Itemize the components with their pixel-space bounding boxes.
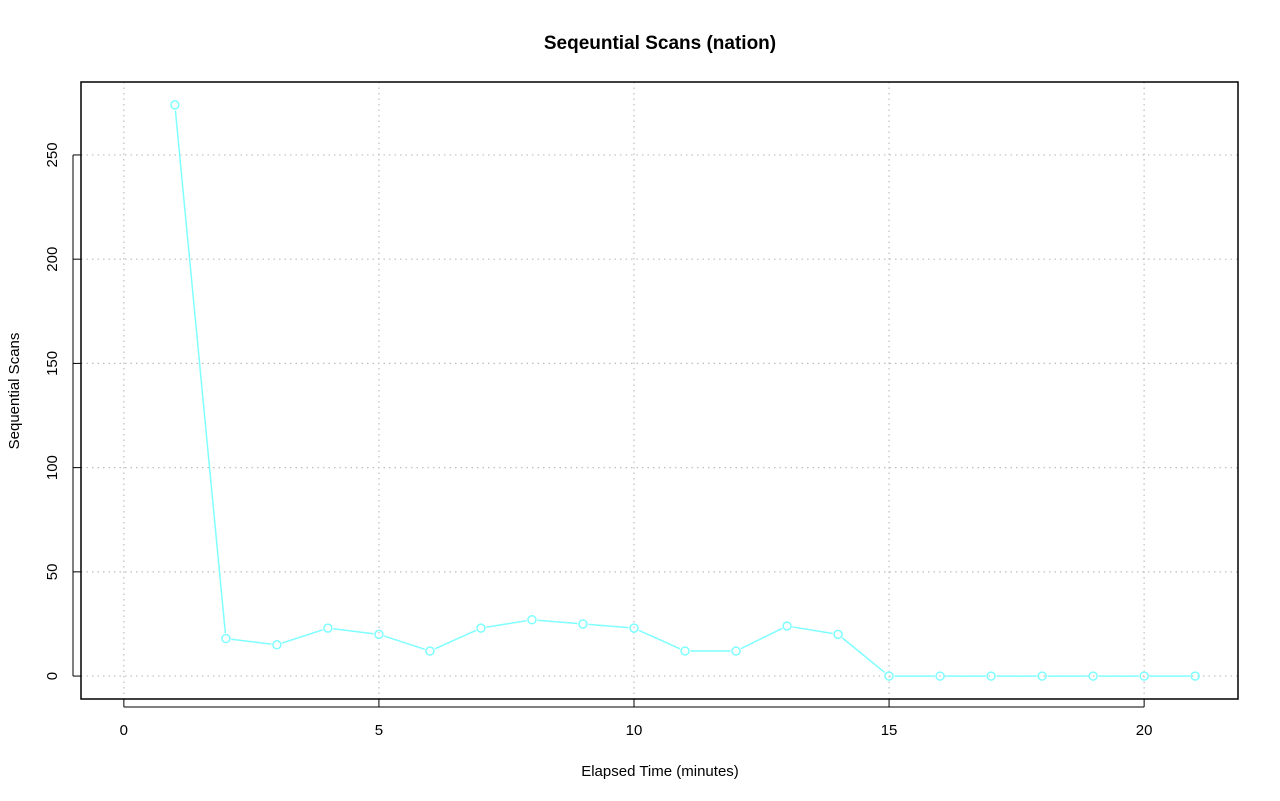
series-line-segment: [174, 110, 227, 634]
plot-frame: [80, 81, 1239, 700]
y-tick-label: 100: [44, 455, 61, 480]
grid-layer: [81, 82, 1238, 699]
series-line-segment: [638, 629, 681, 650]
y-tick-label: 50: [44, 564, 61, 581]
chart-title: Seqeuntial Scans (nation): [544, 33, 776, 54]
data-point: [986, 671, 996, 681]
x-tick-label: 10: [626, 722, 643, 739]
data-point: [629, 623, 639, 633]
x-axis: 0 5 10 15 20: [120, 699, 1153, 739]
data-point: [884, 671, 894, 681]
data-point: [374, 629, 384, 640]
series-line-segment: [841, 637, 886, 674]
series-line-segment: [281, 629, 323, 644]
data-point: [476, 623, 486, 633]
series-line-segment: [537, 619, 578, 625]
y-tick-label: 200: [44, 247, 61, 272]
y-tick-label: 150: [44, 351, 61, 376]
y-axis: 0 50 100 150 200 250: [44, 142, 81, 680]
data-point: [1037, 671, 1047, 681]
y-tick-label: 250: [44, 142, 61, 167]
series-line-segment: [588, 623, 629, 629]
series-line-segment: [740, 627, 783, 650]
data-point: [935, 671, 945, 681]
data-point: [1088, 671, 1098, 681]
x-tick-label: 20: [1136, 722, 1153, 739]
data-point: [323, 623, 333, 633]
series-group: [170, 100, 1200, 681]
x-tick-label: 5: [375, 722, 383, 739]
x-axis-label: Elapsed Time (minutes): [581, 763, 739, 780]
data-point: [272, 640, 282, 650]
x-tick-label: 15: [881, 722, 898, 739]
data-point: [170, 100, 180, 110]
data-point: [578, 619, 588, 629]
y-axis-label: Sequential Scans: [6, 333, 23, 450]
series-line-segment: [231, 638, 272, 645]
data-point: [833, 629, 843, 640]
data-point: [221, 633, 231, 644]
series-line-segment: [383, 635, 425, 651]
x-tick-label: 0: [120, 722, 128, 739]
data-point: [782, 621, 792, 631]
y-tick-label: 0: [44, 672, 61, 680]
series-line-segment: [792, 626, 833, 635]
data-point: [731, 646, 741, 656]
data-point: [425, 646, 435, 656]
series-line-segment: [486, 619, 527, 628]
data-point: [680, 646, 690, 656]
series-line-segment: [333, 628, 374, 635]
data-point: [1190, 671, 1200, 681]
data-point: [527, 615, 537, 625]
series-layer: [170, 100, 1200, 681]
series-line-segment: [434, 629, 477, 650]
data-point: [1139, 671, 1149, 681]
